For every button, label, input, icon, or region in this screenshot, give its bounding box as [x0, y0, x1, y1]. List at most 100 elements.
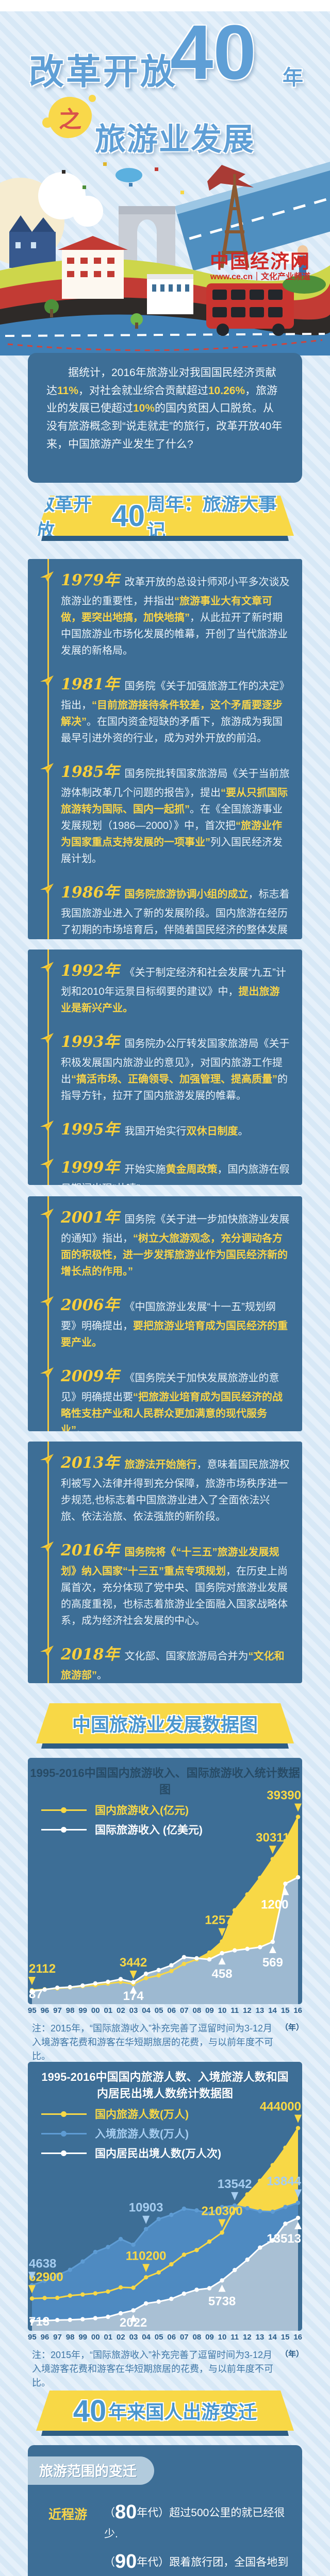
axis-tick-label: 16	[293, 2333, 302, 2342]
data-point	[194, 1956, 199, 1961]
arrow-up-icon	[129, 2314, 137, 2322]
axis-tick-label: 04	[142, 2333, 151, 2342]
data-point	[156, 2217, 161, 2222]
paper-plane-icon	[39, 1366, 55, 1384]
arrow-down-icon	[142, 2215, 150, 2224]
range-row-text: （80年代）超过500公里的就已经很少.	[104, 2501, 285, 2540]
timeline-event: 2001年 国务院《关于进一步加快旅游业发展的通知》指出，“树立大旅游观念，充分调…	[40, 1206, 290, 1280]
data-point	[131, 1980, 136, 1985]
timeline-year: 2016年	[61, 1541, 120, 1560]
data-label: 1200	[261, 1897, 288, 1911]
arrow-down-icon	[231, 2192, 239, 2200]
data-point	[295, 1875, 301, 1879]
paper-plane-icon	[39, 1645, 55, 1662]
axis-tick-label: 13	[255, 2333, 265, 2342]
data-point	[295, 2215, 301, 2221]
chart1-x-axis: 95 96 97 98 99 00 01 02 03 04 05 06 07 08 09 10 11 12 13 14…	[28, 2006, 302, 2015]
timeline-year: 2018年	[61, 1646, 120, 1664]
axis-tick-label: 07	[179, 2006, 189, 2015]
banner-timeline: 改革开放 40 周年：旅游大事记	[36, 496, 294, 541]
axis-tick-label: 06	[167, 2006, 176, 2015]
paper-plane-icon	[39, 570, 55, 588]
axis-tick-label: 00	[91, 2333, 100, 2342]
data-point	[182, 2206, 187, 2211]
arrow-down-icon	[28, 2285, 36, 2294]
banner-data-charts: 中国旅游业发展数据图	[36, 1703, 294, 1749]
banner2-text: 中国旅游业发展数据图	[72, 1714, 258, 1735]
data-point	[182, 1955, 187, 1959]
data-point	[156, 1973, 161, 1978]
timeline-event: 2009年 《国务院关于加快发展旅游业的意见》明确提出要“把旅游业培育成为国民经济…	[40, 1364, 290, 1431]
range-rows: 近程游 （80年代）超过500公里的就已经很少. （90年代）跟着旅行团，全国各地到…	[28, 2485, 302, 2576]
page-title-zhi: 之	[59, 107, 81, 133]
timeline-event: 1993年 国务院办公厅转发国家旅游局《关于积极发展国内旅游业的意见》，对国内旅游…	[40, 1030, 290, 1104]
section-range: 旅游范围的变迁 近程游 （80年代）超过500公里的就已经很少. （90年代）跟着旅…	[28, 2445, 302, 2576]
data-point	[245, 2192, 250, 2197]
banner1-pre: 改革开放	[36, 493, 92, 541]
axis-tick-label: 96	[40, 2006, 50, 2015]
data-point	[80, 2259, 85, 2264]
data-label: 444000	[260, 2100, 301, 2114]
axis-tick-label: 03	[129, 2333, 138, 2342]
top-margin	[0, 0, 330, 11]
plane-silhouette-icon	[207, 165, 254, 191]
data-point	[169, 2296, 174, 2301]
data-point	[80, 2317, 85, 2321]
data-point	[258, 1875, 262, 1880]
arrow-up-icon	[269, 1946, 276, 1954]
timeline-event: 2006年 《中国旅游业发展“十一五”规划纲要》明确提出，要把旅游业培育成为国民经…	[40, 1293, 290, 1351]
data-point	[283, 2205, 288, 2209]
axis-tick-label: 08	[192, 2333, 202, 2342]
data-point	[270, 2209, 275, 2214]
data-point	[143, 2275, 148, 2280]
banner3-text: 年来国人出游变迁	[108, 2401, 257, 2422]
data-point	[55, 2273, 60, 2278]
bus-icon	[206, 283, 294, 336]
axis-tick-label: 13	[255, 2006, 265, 2015]
data-point	[207, 2286, 212, 2291]
timeline-year: 1979年	[61, 571, 120, 589]
data-point	[220, 2230, 224, 2235]
data-point	[93, 2316, 98, 2320]
data-point	[283, 2222, 288, 2226]
intro-box: 据统计，2016年旅游业对我国国民经济贡献达11%，对社会就业综合贡献超过10.…	[28, 353, 302, 483]
timeline-year: 1985年	[61, 763, 120, 781]
banner3-number: 40	[73, 2394, 107, 2428]
paper-plane-icon	[39, 1120, 55, 1137]
legend-swatch	[41, 2111, 87, 2117]
data-point	[42, 2279, 47, 2283]
axis-tick-label: 11	[230, 2333, 239, 2342]
banner-travel-changes: 40 年来国人出游变迁	[36, 2391, 294, 2436]
axis-tick-label: 12	[243, 2333, 252, 2342]
data-point	[143, 1976, 148, 1980]
axis-tick-label: 10	[218, 2006, 227, 2015]
data-label: 10903	[129, 2201, 163, 2215]
timeline-box-4: 2013年 旅游法开始施行，意味着国民旅游权利被写入法律并得到充分保障，旅游市场秩…	[28, 1442, 302, 1683]
data-point	[207, 2211, 212, 2216]
axis-tick-label: 95	[28, 2333, 37, 2342]
timeline-group-1: 1979年 改革开放的总设计师邓小平多次谈及旅游业的重要性，并指出“旅游事业大有文…	[28, 559, 302, 939]
timeline-group-4: 2013年 旅游法开始施行，意味着国民旅游权利被写入法律并得到充分保障，旅游市场秩…	[28, 1442, 302, 1683]
axis-tick-label: 11	[230, 2006, 239, 2015]
data-point	[194, 2287, 199, 2292]
data-point	[68, 1985, 72, 1990]
chart-visitors: 62900 110200 210300 444000 4638 10903 13542 138…	[28, 2062, 302, 2331]
data-point	[55, 2295, 60, 2300]
intro-text: 据统计，2016年旅游业对我国国民经济贡献达11%，对社会就业综合贡献超过10.…	[46, 367, 283, 450]
arrow-down-icon	[28, 2272, 36, 2280]
series-line	[31, 1876, 299, 1992]
timeline-box-3: 2001年 国务院《关于进一步加快旅游业发展的通知》指出，“树立大旅游观念，充分调…	[28, 1196, 302, 1431]
timeline-group-3: 2001年 国务院《关于进一步加快旅游业发展的通知》指出，“树立大旅游观念，充分调…	[28, 1196, 302, 1431]
data-point	[29, 1989, 35, 1993]
data-point	[143, 2227, 148, 2231]
data-label: 110200	[126, 2249, 167, 2263]
paper-plane-icon	[39, 1032, 55, 1049]
data-point	[42, 1987, 47, 1992]
data-label: 569	[262, 1956, 283, 1970]
axis-tick-label: 09	[205, 2006, 214, 2015]
legend-item: 国际旅游收入 (亿美元)	[41, 1822, 302, 1837]
arrow-down-icon	[218, 2219, 226, 2228]
timeline-event: 2013年 旅游法开始施行，意味着国民旅游权利被写入法律并得到充分保障，旅游市场秩…	[40, 1451, 290, 1525]
chart2-legend: 国内旅游人数(万人) 入境旅游人数(万人) 国内居民出境人数(万人次)	[28, 2101, 302, 2161]
data-point	[258, 2178, 262, 2183]
